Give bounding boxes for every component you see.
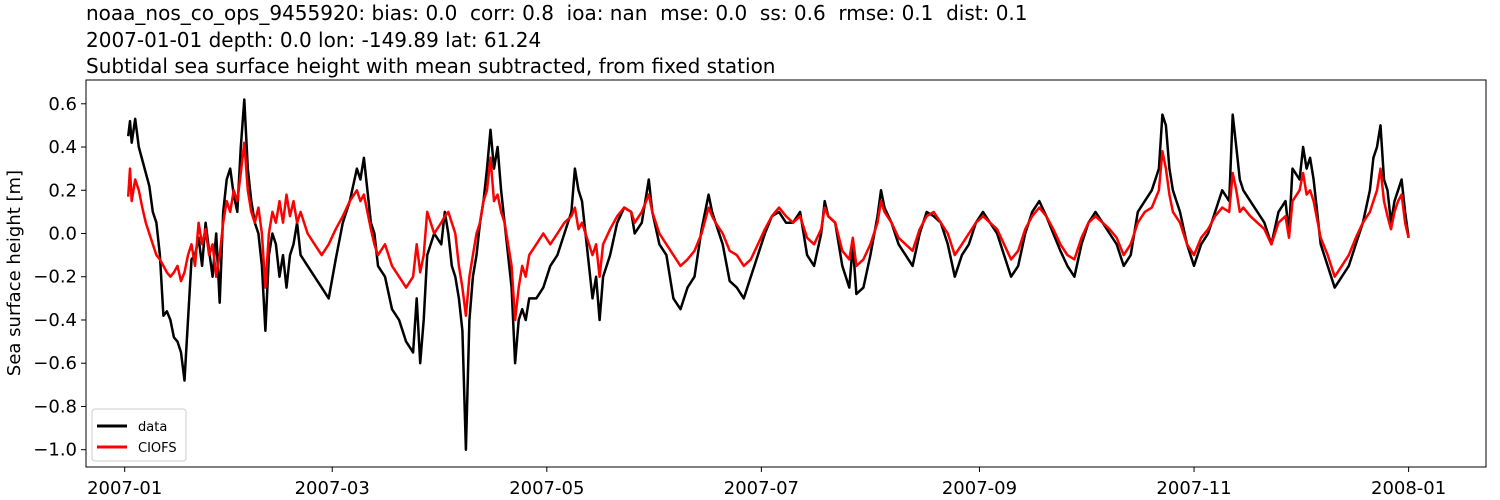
y-tick-label: 0.6 — [48, 94, 77, 115]
y-axis-ticks: 0.6 0.4 0.2 0.0 −0.2 −0.4 −0.6 −0.8 −1.0 — [33, 94, 86, 461]
axes-frame — [85, 79, 1487, 468]
y-tick-label: −0.4 — [33, 310, 77, 331]
y-axis-label: Sea surface height [m] — [4, 170, 25, 376]
x-tick-label: 2007-09 — [942, 478, 1017, 499]
series-line-data — [126, 98, 1410, 451]
x-tick-label: 2007-11 — [1156, 478, 1231, 499]
x-tick-label: 2008-01 — [1371, 478, 1446, 499]
y-tick-label: −0.8 — [33, 396, 77, 417]
y-tick-label: −0.6 — [33, 353, 77, 374]
x-tick-label: 2007-05 — [509, 478, 584, 499]
legend: data CIOFS — [91, 408, 187, 462]
chart-title-location: 2007-01-01 depth: 0.0 lon: -149.89 lat: … — [86, 28, 542, 52]
series-line-ciofs — [126, 141, 1410, 322]
y-tick-label: 0.2 — [48, 180, 77, 201]
x-axis-ticks: 2007-01 2007-03 2007-05 2007-07 2007-09 2007-… — [87, 467, 1446, 499]
y-tick-label: −1.0 — [33, 440, 77, 461]
x-tick-label: 2007-07 — [724, 478, 799, 499]
series-layer — [126, 98, 1410, 451]
legend-label-data: data — [138, 420, 167, 435]
chart-title-description: Subtidal sea surface height with mean su… — [86, 54, 776, 78]
x-tick-label: 2007-03 — [295, 478, 370, 499]
x-tick-label: 2007-01 — [87, 478, 162, 499]
y-tick-label: −0.2 — [33, 267, 77, 288]
y-tick-label: 0.0 — [48, 224, 77, 245]
y-tick-label: 0.4 — [48, 137, 77, 158]
legend-label-ciofs: CIOFS — [138, 441, 177, 456]
chart-title-metrics: noaa_nos_co_ops_9455920: bias: 0.0 corr:… — [86, 1, 1028, 25]
